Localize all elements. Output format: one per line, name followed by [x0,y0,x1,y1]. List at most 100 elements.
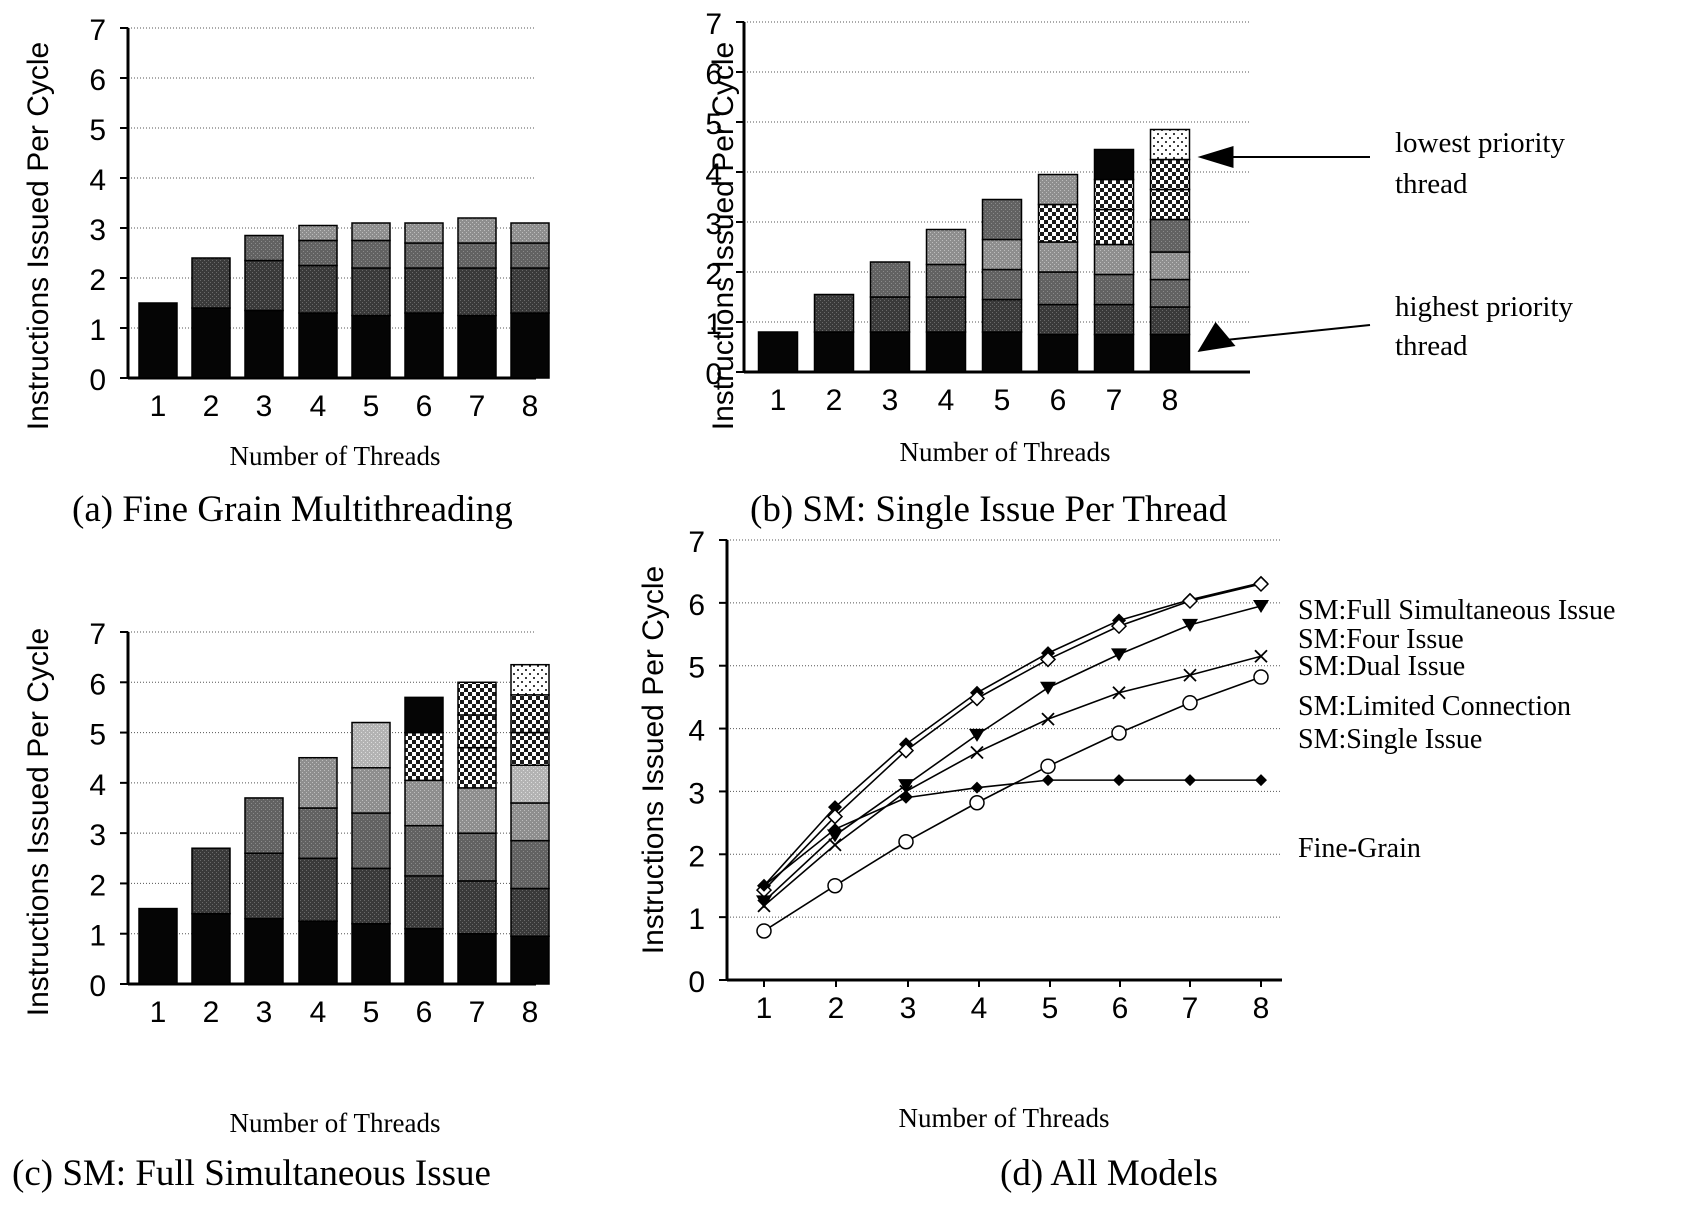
chart-panel: 0 1 2 3 4 5 6 7 1 2 3 4 5 6 7 8 Number of Threads Instruc… [12,618,550,1194]
bar-segment [404,779,444,827]
x-tick-label: 6 [416,996,433,1029]
data-point [1253,669,1269,685]
y-tick-label: 0 [89,364,106,397]
x-tick-label: 7 [469,996,486,1029]
data-point [1184,774,1196,787]
bar-segment [457,787,497,834]
chart-layer: 0 1 2 3 4 5 6 7 1 2 3 4 5 6 7 8 Number of Threads Instruc… [12,8,1615,1194]
y-tick-label: 6 [705,58,722,91]
y-tick-label: 7 [89,618,106,651]
bar-segment [244,309,284,379]
bar-segment [1093,148,1135,181]
series-line [763,605,1262,903]
bar-segment [813,293,855,333]
series-line [763,583,1262,891]
series-label: SM:Limited Connection [1298,691,1571,722]
data-point [1040,681,1056,695]
series: SM:Single Issue [756,669,1482,939]
x-tick-label: 4 [971,992,988,1025]
y-tick-label: 2 [89,869,106,902]
data-point [1253,600,1269,613]
data-point [897,742,915,759]
bar-segment [351,721,391,769]
series-line [763,779,1261,887]
bar-segment [981,198,1023,241]
bar-segment [757,331,799,373]
chart-caption: (b) SM: Single Issue Per Thread [750,489,1228,530]
y-tick-label: 5 [89,114,106,147]
x-axis-label: Number of Threads [900,437,1111,467]
y-tick-label: 3 [688,777,705,810]
x-tick-label: 8 [1253,992,1270,1025]
bar-segment [351,922,391,985]
data-point [1110,618,1128,635]
x-tick-label: 5 [994,384,1011,417]
data-point [1181,592,1199,610]
annotation-text: thread [1395,168,1468,200]
y-tick-label: 0 [688,966,705,999]
y-tick-label: 7 [705,8,722,41]
data-point [1039,651,1057,668]
y-tick-label: 2 [688,840,705,873]
bar-segment [869,296,911,333]
y-tick-label: 1 [89,314,106,347]
bar-segment [1149,158,1191,191]
bar-segment [457,681,497,716]
data-point [1113,774,1125,787]
x-tick-label: 6 [416,390,433,423]
y-tick-label: 6 [688,589,705,622]
bar-segment [1149,333,1191,373]
bar-segment [351,239,391,269]
data-point [756,923,772,939]
data-point [1182,618,1198,632]
y-tick-label: 5 [705,108,722,141]
bar-segment [869,261,911,298]
bar-segment [510,694,550,734]
bar-segment [1037,203,1079,243]
bar-segment [1093,208,1135,246]
y-tick-label: 6 [89,668,106,701]
bar-segment [925,331,967,373]
x-tick-label: 5 [1042,992,1059,1025]
bar-segment [351,767,391,814]
bar-segment [191,912,231,985]
data-point [756,895,772,909]
bar-segment [1093,333,1135,373]
bar-segment [457,932,497,985]
series: Fine-Grain [758,774,1421,892]
data-point [758,879,770,892]
bar-segment [510,312,550,379]
bar-segment [191,307,231,379]
y-tick-label: 7 [688,526,705,559]
series: SM:Full Simultaneous Issue [757,575,1615,893]
x-tick-label: 4 [310,390,327,423]
y-tick-label: 3 [705,208,722,241]
x-tick-label: 7 [469,390,486,423]
x-tick-label: 6 [1112,992,1129,1025]
annotation-arrow-line [1225,324,1371,341]
y-tick-label: 1 [89,920,106,953]
series-line [763,655,1262,907]
data-point [1040,758,1056,775]
annotation-arrowhead [1197,146,1234,168]
bar-segment [1149,218,1191,253]
x-tick-label: 7 [1182,992,1199,1025]
bar-segment [1037,271,1079,306]
bar-segment [869,331,911,373]
data-point [1041,712,1055,726]
bar-segment [457,267,497,317]
bar-segment [404,312,444,379]
bar-segment [298,857,338,922]
bar-segment [510,267,550,314]
bar-segment [981,268,1023,301]
bar-segment [510,663,550,696]
series-label: SM:Full Simultaneous Issue [1298,595,1615,626]
bar-segment [244,852,284,920]
data-point [827,877,843,894]
bar-segment [1037,241,1079,273]
data-point [898,833,914,850]
chart-caption: (a) Fine Grain Multithreading [72,489,513,530]
data-point [1112,686,1126,700]
bar-segment [981,331,1023,373]
bar-segment [404,696,444,734]
